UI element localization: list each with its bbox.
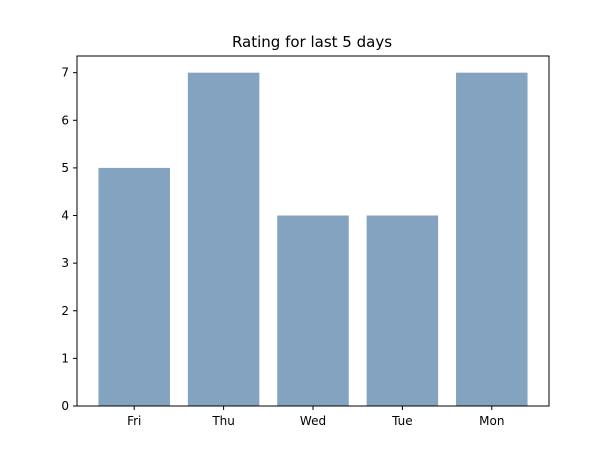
x-tick-label: Tue (391, 414, 413, 428)
y-tick-label: 1 (61, 351, 69, 365)
x-tick-label: Fri (127, 414, 141, 428)
x-tick-label: Mon (479, 414, 504, 428)
bar-wed (277, 215, 349, 406)
bar-mon (456, 72, 528, 407)
bars-group (98, 72, 528, 407)
bar-fri (98, 167, 170, 406)
y-tick-label: 5 (61, 161, 69, 175)
x-axis-ticks: Fri Thu Wed Tue Mon (127, 406, 504, 428)
y-tick-label: 0 (61, 399, 69, 413)
y-tick-label: 3 (61, 256, 69, 270)
x-tick-label: Wed (300, 414, 326, 428)
plot-area-frame (76, 55, 550, 407)
y-tick-label: 2 (61, 304, 69, 318)
x-tick-label: Thu (211, 414, 235, 428)
y-tick-label: 4 (61, 209, 69, 223)
y-axis-ticks: 0 1 2 3 4 5 6 7 (61, 66, 77, 413)
y-tick-label: 7 (61, 66, 69, 80)
bar-thu (187, 72, 260, 407)
chart-title: Rating for last 5 days (232, 33, 392, 51)
y-tick-label: 6 (61, 113, 69, 127)
bar-tue (366, 215, 439, 406)
